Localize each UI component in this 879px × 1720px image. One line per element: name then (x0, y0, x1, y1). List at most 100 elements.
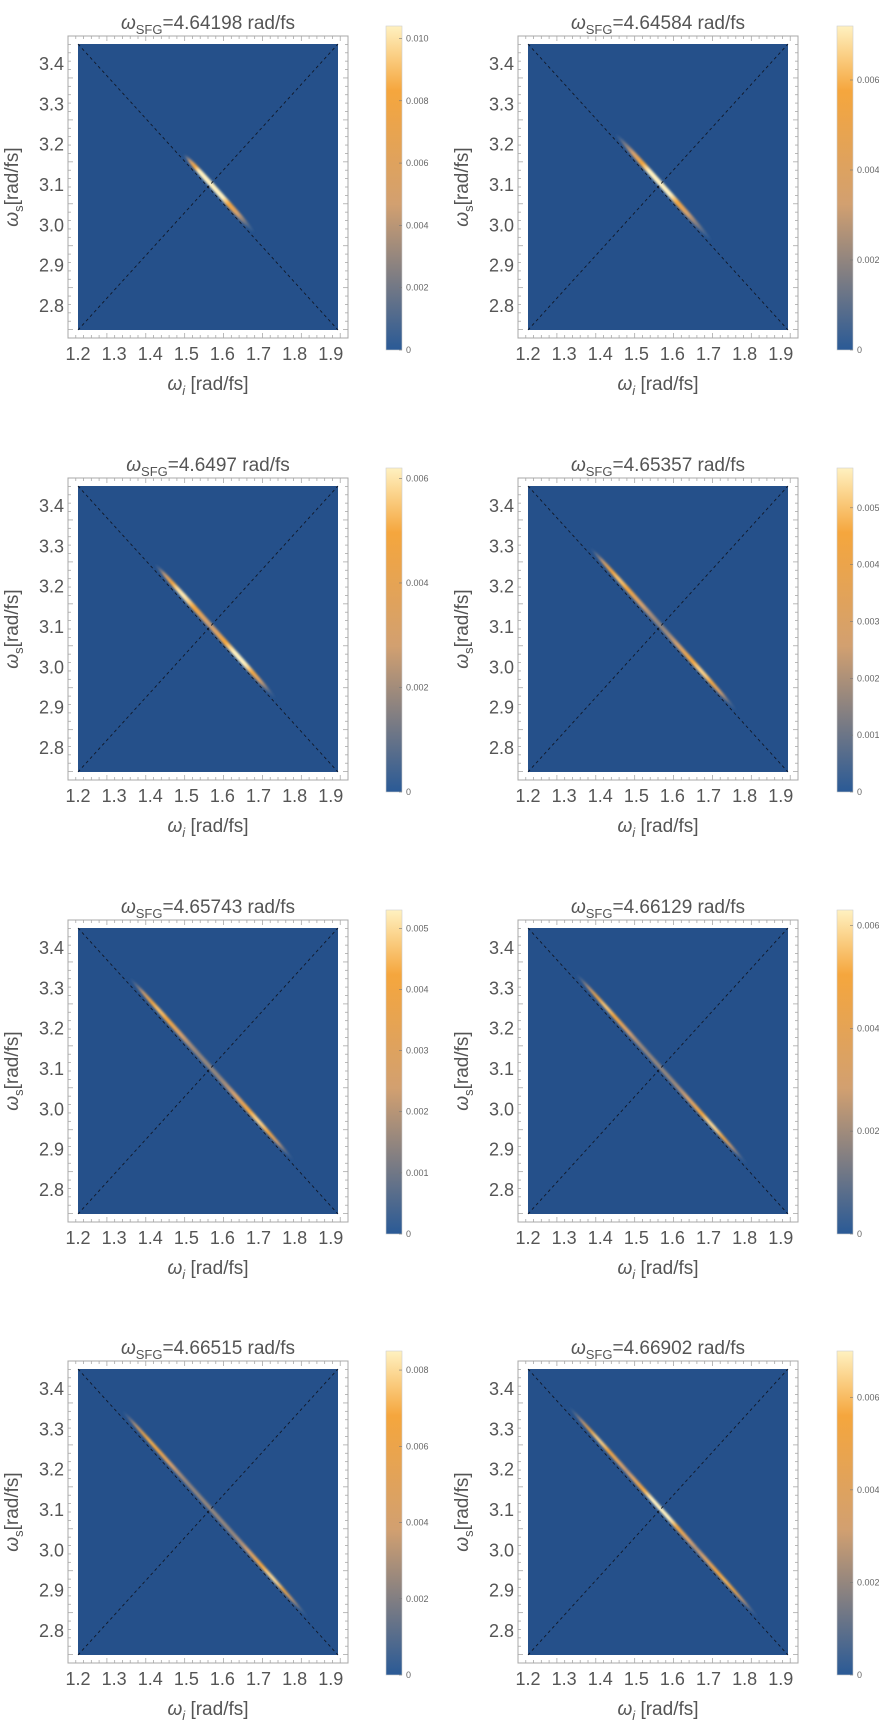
subplot-title: ωSFG=4.65743 rad/fs (121, 897, 295, 921)
omega-symbol: ω (121, 897, 136, 918)
omega-symbol: ω (617, 1699, 632, 1720)
omega-symbol: ω (617, 1258, 632, 1279)
x-tick-label: 1.5 (624, 1228, 649, 1248)
s-subscript: s (461, 1089, 476, 1096)
colorbar-tick-label: 0.002 (406, 682, 429, 692)
colorbar-tick-label: 0 (857, 1670, 862, 1680)
x-tick-label: 1.8 (282, 1228, 307, 1248)
diagonal-guide (77, 927, 339, 1215)
y-tick-label: 3.0 (489, 1540, 514, 1560)
y-tick-label: 3.4 (39, 1379, 64, 1399)
title-value: =4.66902 rad/fs (612, 1338, 745, 1359)
i-subscript: i (182, 825, 186, 840)
omega-symbol: ω (617, 374, 632, 395)
colorbar-tick-label: 0.002 (857, 1577, 879, 1587)
y-tick-label: 3.0 (489, 1099, 514, 1119)
x-tick-label: 1.2 (515, 1228, 540, 1248)
x-axis-label: ωi [rad/fs] (617, 374, 698, 398)
y-tick-label: 3.1 (489, 1059, 514, 1079)
omega-symbol: ω (2, 1096, 23, 1111)
y-tick-label: 3.0 (39, 657, 64, 677)
y-tick-label: 2.9 (39, 256, 64, 276)
x-axis-label: ωi [rad/fs] (617, 1699, 698, 1720)
colorbar-tick-label: 0 (406, 787, 411, 797)
title-value: =4.6497 rad/fs (168, 455, 290, 476)
sfg-subscript: SFG (586, 464, 613, 479)
colorbar (385, 909, 403, 1235)
x-unit: [rad/fs] (185, 816, 248, 837)
colorbar-tick-label: 0 (857, 1229, 862, 1239)
x-tick-label: 1.7 (696, 786, 721, 806)
x-axis-label: ωi [rad/fs] (167, 816, 248, 840)
x-tick-label: 1.5 (624, 1669, 649, 1689)
x-tick-label: 1.7 (246, 1669, 271, 1689)
omega-symbol: ω (571, 455, 586, 476)
colorbar (836, 1350, 854, 1676)
x-tick-label: 1.2 (65, 344, 90, 364)
colorbar-tick-label: 0.004 (857, 560, 879, 570)
joint-spectral-ridge (154, 564, 276, 698)
omega-symbol: ω (2, 654, 23, 669)
x-tick-label: 1.3 (552, 1228, 577, 1248)
y-axis-label: ωs[rad/fs] (452, 147, 476, 226)
s-subscript: s (11, 205, 26, 212)
y-unit: [rad/fs] (2, 1031, 23, 1089)
omega-symbol: ω (571, 897, 586, 918)
y-axis-label: ωs[rad/fs] (2, 589, 26, 668)
colorbar-tick-label: 0.005 (857, 503, 879, 513)
x-tick-label: 1.6 (210, 1228, 235, 1248)
x-tick-label: 1.2 (515, 344, 540, 364)
colorbar-tick-label: 0.004 (857, 165, 879, 175)
colorbar-tick-label: 0.004 (406, 220, 429, 230)
y-axis-label: ωs[rad/fs] (452, 1472, 476, 1551)
frame-minor-ticks (67, 35, 349, 339)
colorbar-tick-label: 0.002 (857, 1126, 879, 1136)
y-tick-label: 2.8 (39, 296, 64, 316)
y-tick-label: 3.0 (39, 1540, 64, 1560)
x-tick-label: 1.4 (588, 1228, 613, 1248)
y-axis-label: ωs[rad/fs] (2, 147, 26, 226)
y-tick-label: 3.0 (39, 215, 64, 235)
subplot-1: ωSFG=4.64198 rad/fs1.2 1.3 1.4 1.5 1.6 1.7 1.8… (2, 13, 429, 398)
colorbar-tick-label: 0.002 (857, 255, 879, 265)
x-tick-label: 1.8 (732, 786, 757, 806)
y-tick-label: 3.0 (39, 1099, 64, 1119)
y-tick-label: 3.0 (489, 215, 514, 235)
x-tick-label: 1.5 (174, 786, 199, 806)
x-tick-label: 1.2 (65, 786, 90, 806)
x-tick-label: 1.8 (282, 344, 307, 364)
i-subscript: i (182, 1708, 186, 1720)
colorbar-tick-label: 0.003 (406, 1046, 429, 1056)
y-tick-label: 3.1 (39, 1059, 64, 1079)
frame-minor-ticks (517, 35, 799, 339)
y-tick-label: 2.8 (489, 296, 514, 316)
ridge-segment (704, 233, 712, 241)
ridge-segment (300, 1609, 308, 1617)
omega-symbol: ω (126, 455, 141, 476)
subplot-2: ωSFG=4.64584 rad/fs1.2 1.3 1.4 1.5 1.6 1.7 1.8… (452, 13, 879, 398)
y-tick-label: 3.4 (39, 496, 64, 516)
omega-symbol: ω (2, 212, 23, 227)
x-tick-label: 1.9 (318, 344, 343, 364)
subplot-4: ωSFG=4.65357 rad/fs1.2 1.3 1.4 1.5 1.6 1.7 1.8… (452, 455, 879, 840)
y-unit: [rad/fs] (2, 147, 23, 205)
subplot-3: ωSFG=4.6497 rad/fs1.2 1.3 1.4 1.5 1.6 1.7 1.8 1… (2, 455, 429, 840)
x-unit: [rad/fs] (635, 816, 698, 837)
diagonal-guide (77, 485, 339, 773)
x-tick-label: 1.3 (102, 1669, 127, 1689)
colorbar-tick-label: 0.004 (406, 984, 429, 994)
y-unit: [rad/fs] (452, 1472, 473, 1530)
y-tick-label: 3.2 (489, 1019, 514, 1039)
x-tick-label: 1.9 (318, 1669, 343, 1689)
x-tick-label: 1.9 (318, 786, 343, 806)
x-tick-label: 1.8 (732, 344, 757, 364)
colorbar (836, 909, 854, 1235)
y-tick-label: 2.9 (39, 698, 64, 718)
diagonal-guide (527, 927, 789, 1215)
i-subscript: i (632, 383, 636, 398)
diagonal-guide (527, 43, 789, 331)
x-tick-label: 1.9 (318, 1228, 343, 1248)
y-tick-label: 3.1 (39, 617, 64, 637)
x-tick-label: 1.4 (588, 786, 613, 806)
y-tick-label: 3.2 (489, 577, 514, 597)
